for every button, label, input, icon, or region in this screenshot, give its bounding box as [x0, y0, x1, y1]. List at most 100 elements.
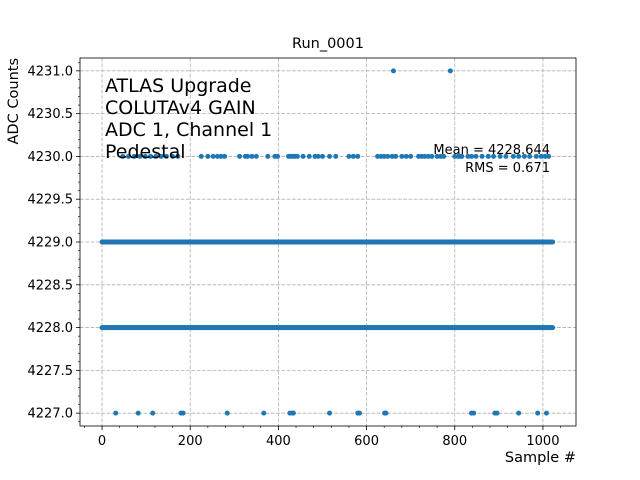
data-point: [135, 410, 141, 416]
data-point: [210, 153, 216, 159]
data-point: [465, 153, 471, 159]
x-tick-label: 200: [178, 434, 203, 449]
data-point: [148, 153, 154, 159]
x-tick-label: 0: [98, 434, 106, 449]
data-point: [497, 153, 503, 159]
data-point: [224, 410, 230, 416]
axis-ticks: 0 200 400 600 800 1000 4227.0 4227.5 4228.0 4228.…: [28, 61, 561, 449]
annotation-line-1: ATLAS Upgrade: [105, 75, 251, 97]
data-point: [163, 153, 169, 159]
y-axis-label: ADC Counts: [6, 58, 22, 144]
data-point: [261, 410, 267, 416]
data-point: [355, 153, 361, 159]
data-point: [245, 153, 251, 159]
annotation-line-4: Pedestal: [105, 141, 186, 163]
data-point: [198, 153, 204, 159]
data-point: [434, 153, 440, 159]
data-point: [158, 153, 164, 159]
data-point: [485, 153, 491, 159]
data-point: [350, 153, 356, 159]
data-point: [180, 410, 186, 416]
data-point: [125, 153, 131, 159]
data-point: [550, 325, 556, 331]
data-point: [491, 153, 497, 159]
annotation-line-3: ADC 1, Channel 1: [105, 119, 272, 141]
data-point: [510, 153, 516, 159]
data-point: [237, 153, 243, 159]
data-point: [469, 153, 475, 159]
data-point: [222, 153, 228, 159]
y-tick-label: 4229.5: [28, 193, 74, 208]
x-axis-label: Sample #: [505, 450, 576, 466]
data-point: [306, 153, 312, 159]
data-point: [473, 153, 479, 159]
y-tick-label: 4230.0: [28, 150, 74, 165]
data-point: [275, 153, 281, 159]
data-point: [265, 153, 271, 159]
data-point: [327, 153, 333, 159]
data-point: [333, 153, 339, 159]
data-point: [390, 68, 396, 74]
y-tick-label: 4231.0: [28, 64, 74, 79]
data-point: [441, 153, 447, 159]
data-point: [546, 153, 552, 159]
data-point: [403, 153, 409, 159]
data-point: [533, 153, 539, 159]
rms-annotation: RMS = 0.671: [465, 161, 550, 176]
data-point: [142, 153, 148, 159]
x-tick-label: 1000: [526, 434, 559, 449]
data-point: [550, 239, 556, 245]
data-point: [408, 153, 414, 159]
data-point: [249, 153, 255, 159]
data-point: [215, 153, 221, 159]
data-point: [218, 153, 224, 159]
data-point: [381, 153, 387, 159]
data-point: [137, 153, 143, 159]
data-point: [399, 153, 405, 159]
data-point: [175, 153, 181, 159]
x-tick-label: 800: [442, 434, 467, 449]
data-point: [327, 410, 333, 416]
annotation-line-2: COLUTAv4 GAIN: [105, 97, 256, 119]
y-tick-label: 4229.0: [28, 236, 74, 251]
data-point: [429, 153, 435, 159]
data-point: [346, 153, 352, 159]
data-point: [253, 153, 259, 159]
data-point: [543, 410, 549, 416]
data-point: [383, 410, 389, 416]
data-point: [538, 153, 544, 159]
data-point: [153, 153, 159, 159]
data-point: [389, 153, 395, 159]
data-point: [516, 153, 522, 159]
data-point: [300, 153, 306, 159]
data-point: [357, 410, 363, 416]
data-point: [385, 153, 391, 159]
x-tick-label: 400: [266, 434, 291, 449]
data-point: [150, 410, 156, 416]
data-point: [170, 153, 176, 159]
data-point: [542, 153, 548, 159]
data-point: [319, 153, 325, 159]
data-point: [425, 153, 431, 159]
data-point: [113, 410, 119, 416]
data-points: [99, 68, 556, 416]
data-point: [315, 153, 321, 159]
data-point: [422, 153, 428, 159]
data-point: [375, 153, 381, 159]
data-point: [535, 410, 541, 416]
data-point: [205, 153, 211, 159]
data-point: [447, 68, 453, 74]
data-point: [393, 153, 399, 159]
x-tick-label: 600: [354, 434, 379, 449]
y-tick-label: 4228.0: [28, 321, 74, 336]
data-point: [527, 153, 533, 159]
data-point: [452, 153, 458, 159]
data-point: [494, 410, 500, 416]
data-point: [516, 410, 522, 416]
data-point: [120, 153, 126, 159]
chart-title: Run_0001: [292, 36, 364, 52]
data-point: [294, 153, 300, 159]
data-point: [459, 153, 465, 159]
mean-annotation: Mean = 4228.644: [433, 143, 550, 158]
